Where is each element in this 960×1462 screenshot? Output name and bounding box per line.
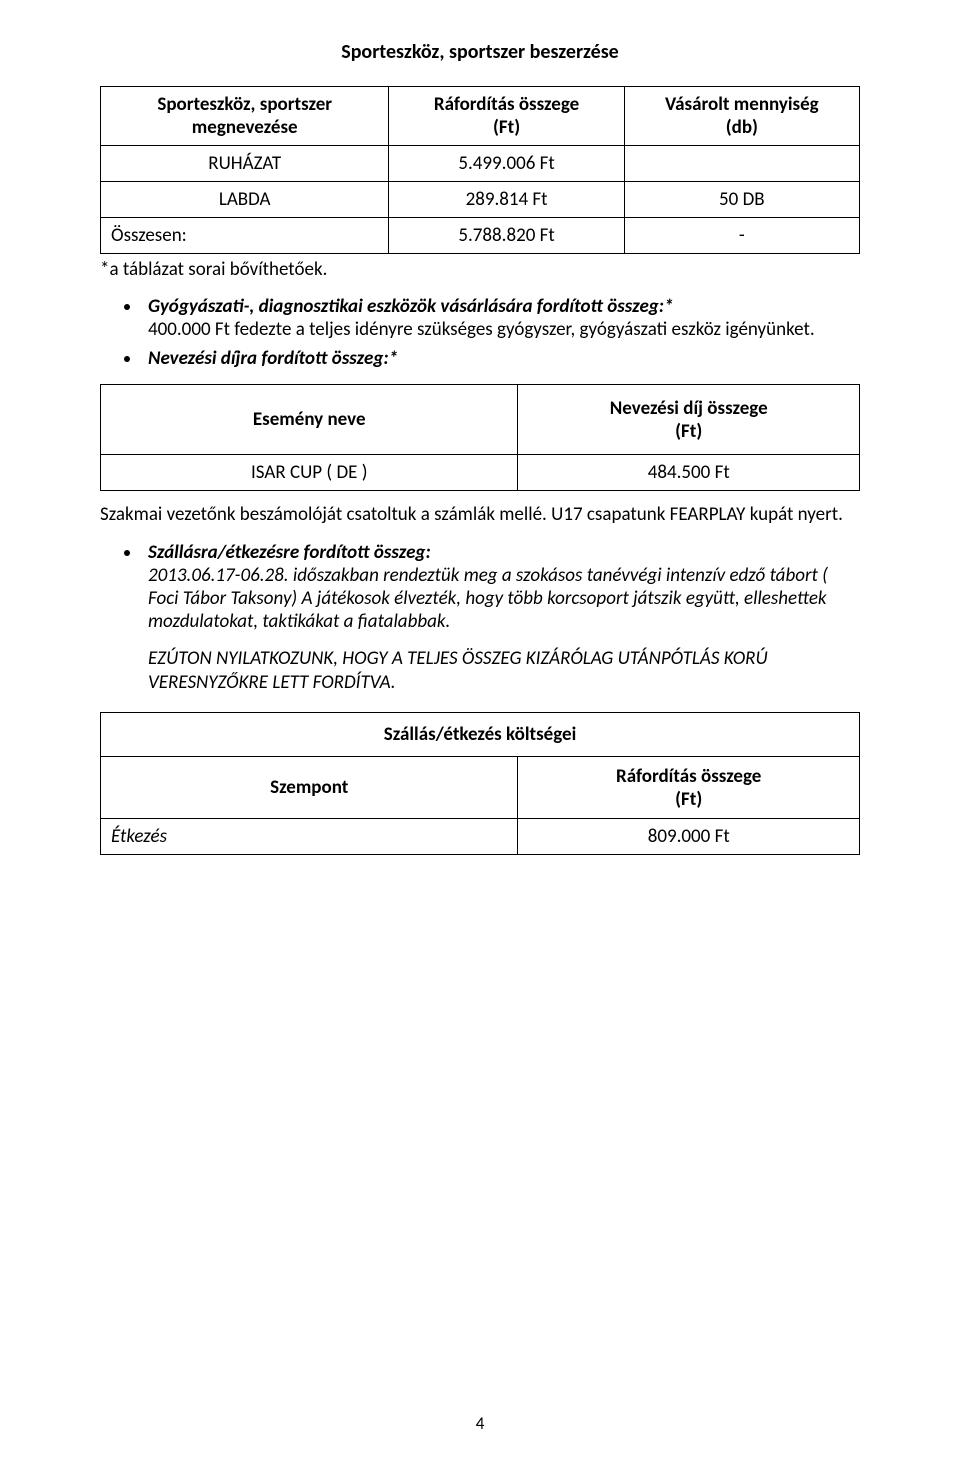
hdr-text: Vásárolt mennyiség bbox=[665, 93, 819, 116]
bullet-body: 400.000 Ft fedezte a teljes idényre szük… bbox=[148, 318, 815, 341]
hdr-text: (Ft) bbox=[675, 788, 702, 811]
cell-event: ISAR CUP ( DE ) bbox=[101, 455, 518, 491]
cell-total-label: Összesen: bbox=[101, 218, 389, 254]
accom-col-header-amount: Ráfordítás összege (Ft) bbox=[518, 757, 860, 819]
hdr-text: Sporteszköz, sportszer bbox=[157, 93, 332, 116]
cell-category: Étkezés bbox=[101, 819, 518, 855]
cell-name: RUHÁZAT bbox=[101, 146, 389, 182]
table-row: Étkezés 809.000 Ft bbox=[101, 819, 860, 855]
bullet-accommodation: Szállásra/étkezésre fordított összeg: 20… bbox=[142, 541, 860, 633]
table-row: RUHÁZAT 5.499.006 Ft bbox=[101, 146, 860, 182]
bullet-body-line1: 2013.06.17-06.28. időszakban rendeztük m… bbox=[148, 564, 828, 633]
cell-qty: 50 DB bbox=[624, 182, 859, 218]
entry-fee-table: Esemény neve Nevezési díj összege (Ft) I… bbox=[100, 384, 860, 491]
bullet-medical: Gyógyászati-, diagnosztikai eszközök vás… bbox=[142, 295, 860, 341]
cell-name: LABDA bbox=[101, 182, 389, 218]
hdr-text: (Ft) bbox=[493, 116, 520, 139]
bullet-title: Gyógyászati-, diagnosztikai eszközök vás… bbox=[148, 295, 674, 318]
bullet-title: Nevezési díjra fordított összeg:* bbox=[148, 347, 398, 370]
page-number: 4 bbox=[0, 1413, 960, 1434]
table-footnote: *a táblázat sorai bővíthetőek. bbox=[100, 258, 860, 281]
statement-paragraph: EZÚTON NYILATKOZUNK, HOGY A TELJES ÖSSZE… bbox=[100, 647, 860, 695]
cell-amount: 289.814 Ft bbox=[389, 182, 624, 218]
fee-col-header-name: Esemény neve bbox=[101, 385, 518, 455]
accom-table-title: Szállás/étkezés költségei bbox=[384, 723, 577, 746]
table-row: ISAR CUP ( DE ) 484.500 Ft bbox=[101, 455, 860, 491]
cell-qty bbox=[624, 146, 859, 182]
cell-total-amount: 5.788.820 Ft bbox=[389, 218, 624, 254]
hdr-text: Szempont bbox=[270, 776, 348, 799]
hdr-text: megnevezése bbox=[192, 116, 298, 139]
hdr-text: Ráfordítás összege bbox=[616, 765, 761, 788]
hdr-text: (db) bbox=[726, 116, 758, 139]
bullet-entry-fee: Nevezési díjra fordított összeg:* bbox=[142, 347, 860, 370]
hdr-text: Esemény neve bbox=[253, 408, 366, 431]
equip-col-header-qty: Vásárolt mennyiség (db) bbox=[624, 87, 859, 146]
hdr-text: Ráfordítás összege bbox=[434, 93, 579, 116]
table-row-total: Összesen: 5.788.820 Ft - bbox=[101, 218, 860, 254]
paragraph-coach-report: Szakmai vezetőnk beszámolóját csatoltuk … bbox=[100, 503, 860, 527]
cell-amount: 5.499.006 Ft bbox=[389, 146, 624, 182]
equip-col-header-amount: Ráfordítás összege (Ft) bbox=[389, 87, 624, 146]
fee-col-header-amount: Nevezési díj összege (Ft) bbox=[518, 385, 860, 455]
hdr-text: Nevezési díj összege bbox=[610, 397, 768, 420]
cell-fee: 484.500 Ft bbox=[518, 455, 860, 491]
bullet-title: Szállásra/étkezésre fordított összeg: bbox=[148, 541, 431, 564]
accom-col-header-name: Szempont bbox=[101, 757, 518, 819]
cell-amount: 809.000 Ft bbox=[518, 819, 860, 855]
equipment-table: Sporteszköz, sportszer megnevezése Ráfor… bbox=[100, 86, 860, 254]
equip-table-title: Sporteszköz, sportszer beszerzése bbox=[100, 40, 860, 64]
equip-col-header-name: Sporteszköz, sportszer megnevezése bbox=[101, 87, 389, 146]
accom-table-title-cell: Szállás/étkezés költségei bbox=[101, 713, 860, 757]
accommodation-table: Szállás/étkezés költségei Szempont Ráfor… bbox=[100, 712, 860, 855]
hdr-text: (Ft) bbox=[675, 420, 702, 443]
cell-total-qty: - bbox=[624, 218, 859, 254]
table-row: LABDA 289.814 Ft 50 DB bbox=[101, 182, 860, 218]
